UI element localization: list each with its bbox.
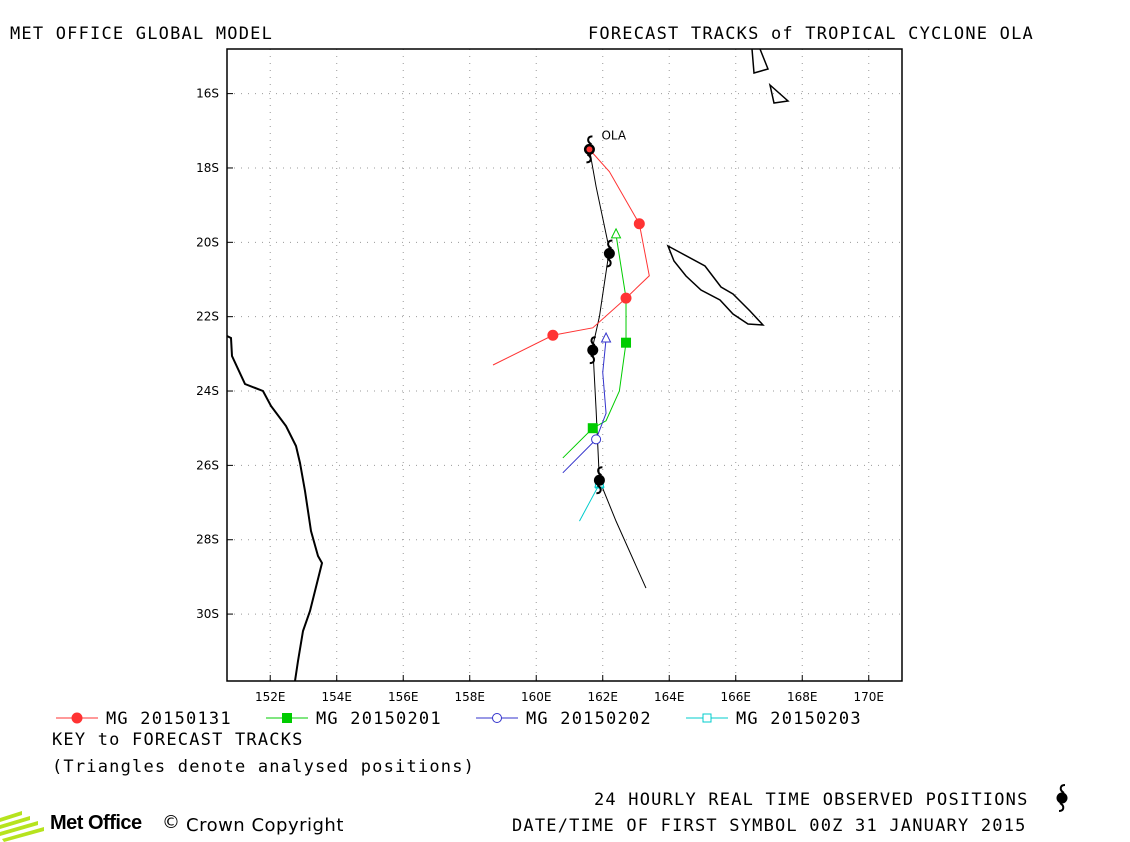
forecast-marker-circle <box>71 712 83 724</box>
y-tick-label: 26S <box>196 458 219 472</box>
legend-label: MG 20150203 <box>736 709 862 729</box>
symbols: OLA <box>547 128 645 495</box>
cyclone-symbol-icon <box>603 239 615 268</box>
legend-label: MG 20150202 <box>526 709 652 729</box>
tracks <box>492 149 650 589</box>
forecast-marker-square <box>587 423 598 434</box>
forecast-marker-square <box>282 713 292 723</box>
storm-name-label: OLA <box>601 128 626 142</box>
cyclone-arm-bottom <box>606 257 612 268</box>
y-tick-label: 16S <box>196 87 219 101</box>
observed-note: 24 HOURLY REAL TIME OBSERVED POSITIONS <box>594 790 1029 810</box>
met-office-logo-icon <box>0 811 44 842</box>
cyclone-arm-bottom <box>589 354 596 365</box>
cyclone-arm-bottom <box>586 153 592 164</box>
copyright-symbol: © <box>162 812 181 833</box>
y-tick-label: 20S <box>196 235 219 249</box>
y-tick-label: 22S <box>196 310 219 324</box>
x-tick-label: 162E <box>587 690 618 704</box>
forecast-marker-open-circle <box>591 434 602 445</box>
forecast-marker-circle <box>633 218 645 230</box>
cyclone-core <box>587 344 599 356</box>
copyright-text: Crown Copyright <box>186 815 344 836</box>
cyclone-core <box>1056 792 1068 804</box>
analysed-position-triangle <box>600 331 612 343</box>
x-tick-label: 152E <box>255 690 286 704</box>
cyclone-arm-top <box>587 135 593 146</box>
forecast-marker-circle <box>620 292 632 304</box>
y-tick-label: 18S <box>196 161 219 175</box>
legend: MG 20150131 MG 20150201 MG 20150202 MG 2015… <box>56 709 1068 812</box>
axis-ticks: 152E 154E 156E 158E 160E 162E 164E 166E 168E 170E… <box>196 87 884 704</box>
x-tick-label: 156E <box>388 690 419 704</box>
cyclone-arm-top <box>597 466 603 477</box>
cyclone-symbol-icon <box>587 336 599 365</box>
cyclone-core <box>593 474 605 486</box>
x-tick-label: 166E <box>720 690 751 704</box>
legend-label: MG 20150201 <box>316 709 442 729</box>
cyclone-symbol-icon <box>1056 784 1068 812</box>
grid <box>227 49 902 681</box>
vanuatu-island-small <box>768 82 790 104</box>
model-title: MET OFFICE GLOBAL MODEL <box>10 24 274 44</box>
cyclone-arm-top <box>1059 784 1066 794</box>
x-tick-label: 154E <box>321 690 352 704</box>
x-tick-label: 164E <box>654 690 685 704</box>
vanuatu-island <box>751 49 770 74</box>
forecast-track-line <box>579 483 600 522</box>
datetime-note: DATE/TIME OF FIRST SYMBOL 00Z 31 JANUARY… <box>512 816 1027 836</box>
x-tick-label: 160E <box>521 690 552 704</box>
met-office-logo-text: Met Office <box>50 812 142 834</box>
cyclone-core <box>603 247 615 259</box>
cyclone-arm-top <box>607 239 613 250</box>
coastlines <box>227 49 790 681</box>
key-note: (Triangles denote analysed positions) <box>52 757 476 777</box>
cyclone-symbol-icon <box>583 135 595 164</box>
forecast-start-marker <box>586 146 593 153</box>
forecast-marker-square <box>621 337 632 348</box>
y-tick-label: 24S <box>196 384 219 398</box>
legend-label: MG 20150131 <box>106 709 232 729</box>
plot-frame <box>226 48 903 682</box>
cyclone-symbol-icon <box>593 466 605 495</box>
forecast-track-line <box>492 149 650 366</box>
y-tick-label: 30S <box>196 607 219 621</box>
forecast-track-line <box>562 338 607 474</box>
cyclone-arm-top <box>590 336 596 346</box>
observed-track-line <box>588 149 647 589</box>
cyclone-arm-bottom <box>596 484 602 495</box>
new-caledonia-island <box>666 244 765 326</box>
x-tick-label: 168E <box>787 690 818 704</box>
australia-coastline <box>227 335 324 681</box>
key-title: KEY to FORECAST TRACKS <box>52 730 304 750</box>
forecast-marker-open-square <box>702 713 712 723</box>
chart-title: FORECAST TRACKS of TROPICAL CYCLONE OLA <box>588 24 1034 44</box>
cyclone-arm-bottom <box>1058 802 1065 812</box>
x-tick-label: 170E <box>853 690 884 704</box>
forecast-marker-open-circle <box>492 713 502 723</box>
y-tick-label: 28S <box>196 533 219 547</box>
analysed-position-triangle <box>610 227 622 239</box>
forecast-marker-circle <box>547 329 559 341</box>
x-tick-label: 158E <box>454 690 485 704</box>
